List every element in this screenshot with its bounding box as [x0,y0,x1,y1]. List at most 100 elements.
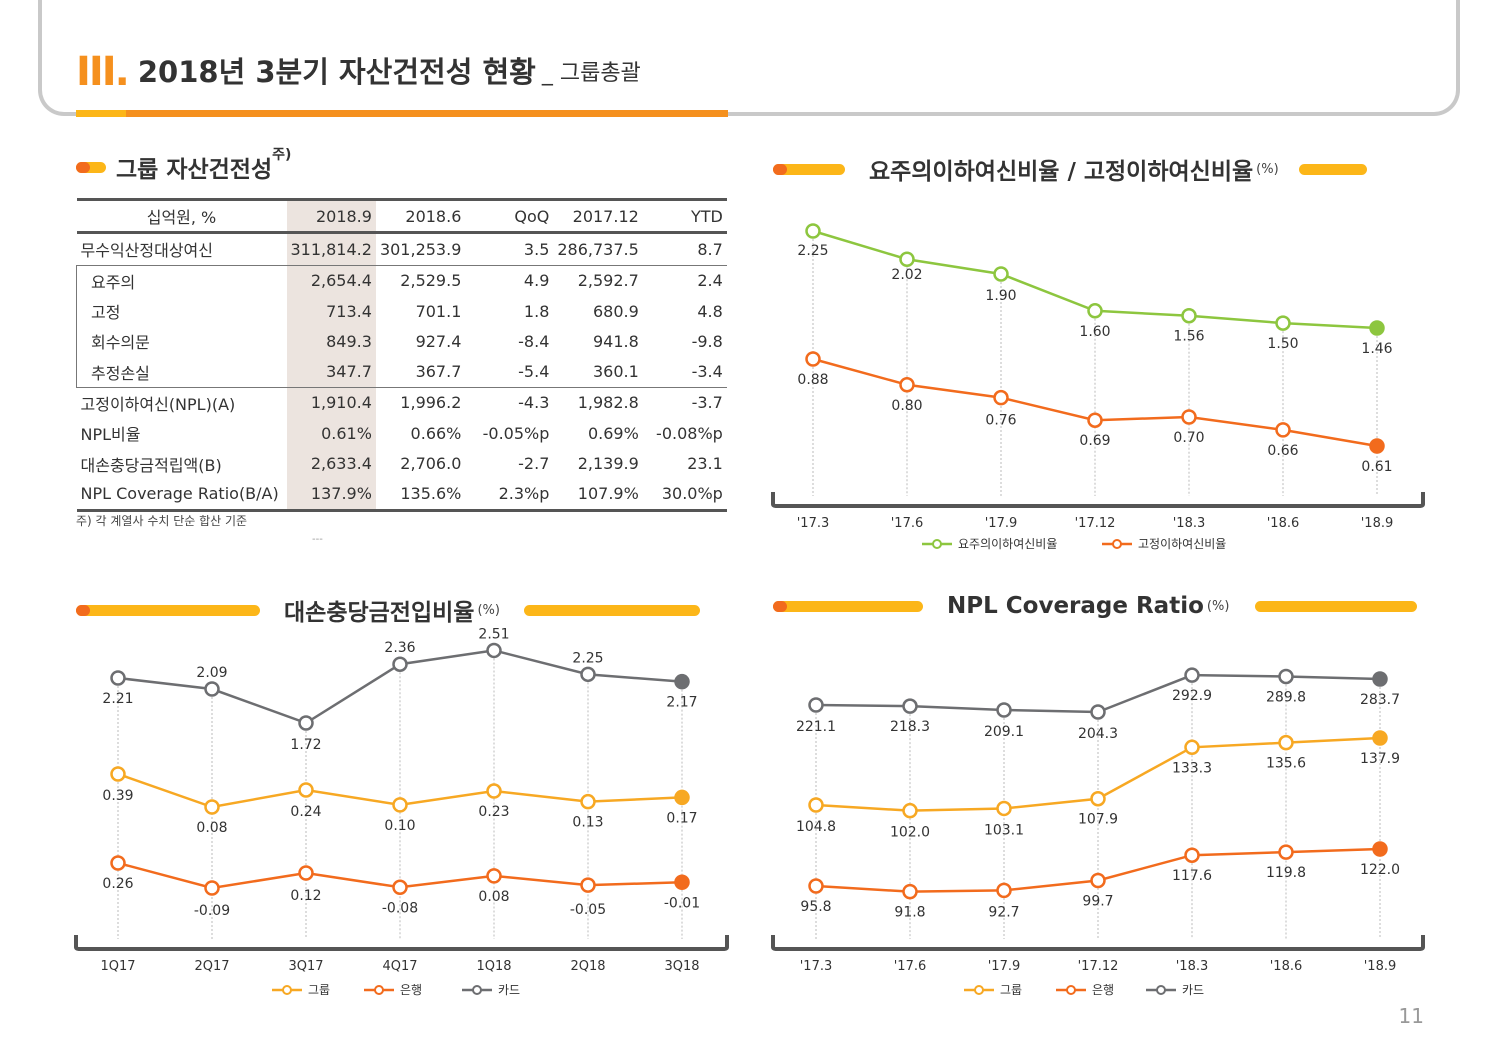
data-point [1184,667,1200,683]
data-label: 91.8 [894,905,925,921]
data-label: 1.72 [290,737,321,753]
legend-marker [932,539,942,549]
data-label: 0.26 [102,876,133,892]
data-label: -0.08 [382,900,418,916]
page-header: III. 2018년 3분기 자산건전성 현황 _ 그룹총괄 [76,52,641,92]
page-title: 2018년 3분기 자산건전성 현황 [137,55,536,89]
row-label: 추정손실 [76,356,287,388]
data-point [1372,671,1388,687]
x-tick-label: 3Q18 [664,959,699,974]
data-label: 0.17 [666,810,697,826]
axis-bracket [74,935,729,951]
data-label: 2.25 [572,650,603,666]
cell: 286,737.5 [553,232,643,266]
data-label: 1.56 [1173,329,1204,345]
row-label: 회수의문 [76,326,287,357]
data-label: 283.7 [1360,692,1400,708]
x-tick-label: '17.6 [891,516,924,531]
data-point [1090,790,1106,807]
x-tick-label: '18.6 [1267,516,1300,531]
table-header-cell: 십억원, % [76,197,287,235]
data-point [1372,730,1388,746]
data-label: 99.7 [1082,893,1113,909]
section-pill [773,163,845,175]
data-label: 0.61 [1361,459,1392,475]
section-pill [76,161,106,173]
data-point [808,797,824,813]
x-tick-label: '18.6 [1270,959,1303,974]
data-label: 2.25 [797,243,828,259]
cell: 107.9% [553,478,643,512]
data-point [580,666,596,683]
table-header-cell: 2017.12 [553,197,643,235]
axis-bracket [771,935,1425,951]
chart3-head: NPL Coverage Ratio (%) [773,593,1418,619]
data-label: 0.13 [572,815,603,831]
asset-quality-table: 십억원, % 2018.9 2018.6 QoQ 2017.12 YTD 무수익… [76,197,727,512]
legend-label: 요주의이하여신비율 [958,537,1057,551]
data-label: -0.05 [570,902,606,918]
cell: 1,982.8 [577,393,639,413]
data-label: 92.7 [988,904,1019,920]
table-row: 무수익산정대상여신 311,814.2 301,253.9 3.5 286,73… [76,232,727,266]
data-point [1278,734,1294,751]
data-point [1087,303,1103,319]
cell: 4.8 [697,301,723,321]
data-point [1275,422,1291,438]
data-label: 221.1 [796,719,836,735]
cell: 701.1 [415,301,462,321]
data-point [204,880,220,896]
cell: 0.66% [410,423,462,443]
data-point [805,351,821,367]
cell: 2,654.4 [286,265,376,296]
data-point [902,883,918,900]
data-point [808,697,824,713]
data-point [298,782,314,798]
chart3-unit: (%) [1206,598,1230,614]
legend-label: 카드 [498,983,520,997]
data-point [805,223,821,239]
row-label: 고정이하여신(NPL)(A) [80,394,236,414]
cell: 4.9 [523,271,550,291]
cell: 941.8 [593,331,639,351]
cell: -5.4 [465,356,554,388]
chart1-title: 요주의이하여신비율 / 고정이하여신비율 [869,159,1254,185]
data-point [204,681,220,697]
x-tick-label: '17.12 [1078,959,1119,974]
data-point [902,698,918,714]
data-label: 107.9 [1078,812,1118,828]
x-tick-label: '18.9 [1361,516,1394,531]
data-label: 1.50 [1267,336,1298,352]
cell: 30.0%p [642,478,727,512]
roman-numeral: III [76,49,117,95]
data-point [392,656,408,672]
section-pill-right [1255,600,1418,612]
data-label: -0.09 [194,903,230,919]
axis-bracket [771,492,1425,508]
cell: -8.4 [518,331,550,351]
header-frame [38,0,1460,116]
legend-marker [974,985,984,995]
data-point [996,702,1012,718]
legend-marker [1112,539,1122,549]
row-label: NPL비율 [80,425,141,445]
legend-label: 은행 [400,982,422,997]
data-label: 0.23 [478,804,509,820]
data-point [996,882,1012,899]
cell: 1.8 [523,301,550,321]
cell: -9.8 [691,331,723,351]
data-label: 209.1 [984,724,1024,740]
cell: -4.3 [518,393,550,413]
data-label: 2.21 [102,691,133,707]
cell: 849.3 [286,326,376,357]
data-point [1090,704,1106,720]
data-point [486,868,502,884]
data-label: 119.8 [1266,865,1306,881]
table-row: 요주의 2,654.4 2,529.5 4.9 2,592.7 2.4 [76,265,727,296]
data-point [298,865,314,881]
cell: 2,592.7 [577,271,639,291]
x-tick-label: '18.9 [1364,959,1397,974]
data-point [674,874,690,891]
cell: 3.5 [465,232,554,266]
